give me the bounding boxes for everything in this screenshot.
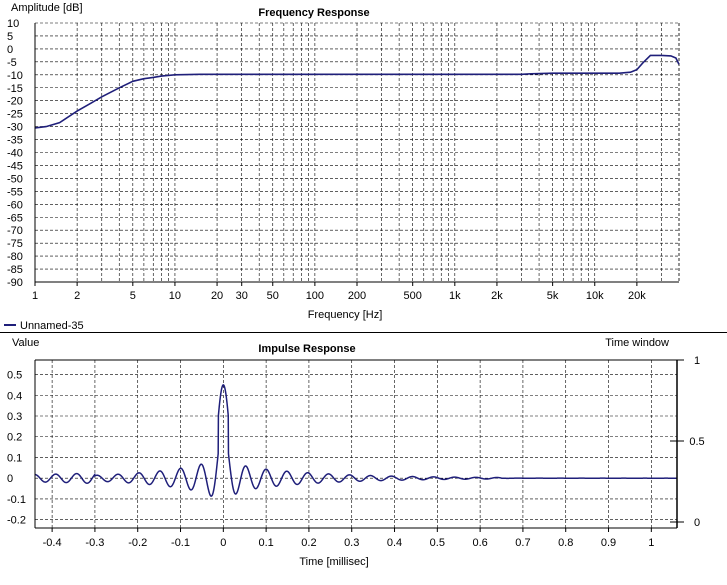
- ir-x-tick-label: -0.1: [171, 537, 190, 549]
- ir-y-tick-label: 0: [7, 473, 13, 485]
- fr-y-tick-label: -10: [7, 70, 23, 82]
- fr-y-tick-label: -25: [7, 109, 23, 121]
- ir-y-tick-label: -0.2: [7, 515, 26, 527]
- ir-chart-title: Impulse Response: [258, 343, 355, 355]
- fr-grid: [34, 22, 680, 283]
- impulse-response-panel: Value Impulse Response Time window 0.5 0.…: [0, 332, 727, 579]
- impulse-response-chart: Value Impulse Response Time window 0.50.…: [7, 337, 705, 568]
- ir-series-line: [34, 384, 677, 497]
- fr-x-tick-label: 20: [211, 290, 223, 302]
- ir-x-tick-label: -0.2: [128, 537, 147, 549]
- fr-y-tick-label: -80: [7, 251, 23, 263]
- legend-entry-unnamed-35: Unnamed-35: [20, 320, 84, 332]
- ir-grid: [35, 360, 677, 528]
- ir-x-tick-label: 0.5: [430, 537, 445, 549]
- fr-y-tick-label: -75: [7, 238, 23, 250]
- fr-series-line: [34, 54, 680, 129]
- ir-x-ticks: -0.4 -0.3 -0.2 -0.1 0 0.1 0.2 0.3 0.4 0.5 0.6 0.7 0.…: [43, 528, 654, 549]
- fr-x-tick-label: 1: [32, 290, 38, 302]
- fr-y-tick-label: -45: [7, 160, 23, 172]
- fr-y-tick-label: -50: [7, 173, 23, 185]
- ir-x-tick-label: 0.7: [515, 537, 530, 549]
- ir-y-tick-label: 0.3: [7, 411, 22, 423]
- frequency-response-chart: Amplitude [dB] Frequency Response 1050-5…: [4, 2, 680, 332]
- fr-y-tick-label: 0: [7, 44, 13, 56]
- ir-x-tick-label: 0.2: [301, 537, 316, 549]
- time-window-tick-label: 0.5: [689, 436, 704, 448]
- fr-y-tick-label: -20: [7, 96, 23, 108]
- ir-y-tick-label: 0.5: [7, 370, 22, 382]
- fr-x-tick-label: 500: [404, 290, 422, 302]
- fr-y-tick-label: -35: [7, 135, 23, 147]
- fr-x-tick-label: 20k: [628, 290, 646, 302]
- fr-x-tick-label: 200: [348, 290, 366, 302]
- fr-x-tick-label: 1k: [449, 290, 461, 302]
- ir-y-ticks: 0.5 0.4 0.3 0.2 0.1 0 -0.1 -0.2: [7, 370, 26, 527]
- fr-y-axis-label: Amplitude [dB]: [11, 2, 83, 14]
- ir-x-tick-label: 1: [648, 537, 654, 549]
- ir-y-tick-label: 0.4: [7, 390, 22, 402]
- ir-x-tick-label: -0.4: [43, 537, 62, 549]
- ir-x-tick-label: 0.4: [387, 537, 402, 549]
- ir-y-tick-label: 0.2: [7, 432, 22, 444]
- fr-x-tick-label: 30: [236, 290, 248, 302]
- fr-y-tick-label: -55: [7, 186, 23, 198]
- fr-y-ticks: 1050-5-10-15-20-25-30-35-40-45-50-55-60-…: [7, 18, 23, 289]
- time-window-tick-label: 0: [694, 517, 700, 529]
- fr-chart-title: Frequency Response: [258, 7, 369, 19]
- fr-x-tick-label: 50: [267, 290, 279, 302]
- ir-x-tick-label: 0.3: [344, 537, 359, 549]
- fr-y-tick-label: -5: [7, 57, 17, 69]
- fr-y-tick-label: -60: [7, 199, 23, 211]
- frequency-response-panel: Amplitude [dB] Frequency Response 10 5 0 -5…: [4, 2, 680, 332]
- ir-plot-area: [35, 360, 677, 528]
- fr-x-tick-label: 100: [306, 290, 324, 302]
- fr-y-tick-label: -70: [7, 225, 23, 237]
- fr-y-tick-label: 5: [7, 31, 13, 43]
- fr-x-tick-label: 5: [130, 290, 136, 302]
- fr-y-tick-label: -85: [7, 264, 23, 276]
- fr-x-tick-label: 10: [169, 290, 181, 302]
- fr-x-tick-label: 10k: [586, 290, 604, 302]
- fr-y-tick-label: -30: [7, 122, 23, 134]
- fr-y-tick-label: -40: [7, 148, 23, 160]
- fr-y-tick-label: -15: [7, 83, 23, 95]
- fr-x-tick-label: 5k: [547, 290, 559, 302]
- ir-y2-axis-label: Time window: [605, 337, 669, 349]
- ir-x-tick-label: 0.8: [558, 537, 573, 549]
- fr-y-tick-label: 10: [7, 18, 19, 30]
- ir-x-tick-label: 0: [220, 537, 226, 549]
- ir-y-tick-label: -0.1: [7, 494, 26, 506]
- fr-y-tick-label: -90: [7, 277, 23, 289]
- ir-y-tick-label: 0.1: [7, 452, 22, 464]
- ir-y-axis-label: Value: [12, 337, 39, 349]
- fr-x-axis-label: Frequency [Hz]: [308, 309, 383, 321]
- ir-x-tick-label: 0.1: [258, 537, 273, 549]
- ir-x-tick-label: -0.3: [85, 537, 104, 549]
- fr-x-tick-label: 2k: [491, 290, 503, 302]
- ir-x-tick-label: 0.9: [601, 537, 616, 549]
- fr-x-ticks: 1 2 5 10 20 30 50 100 200 500 1k 2k 5k 10k 20k: [32, 282, 646, 302]
- fr-y-tick-label: -65: [7, 212, 23, 224]
- time-window-tick-label: 1: [694, 355, 700, 367]
- ir-x-tick-label: 0.6: [472, 537, 487, 549]
- fr-x-tick-label: 2: [74, 290, 80, 302]
- ir-x-axis-label: Time [millisec]: [299, 556, 368, 568]
